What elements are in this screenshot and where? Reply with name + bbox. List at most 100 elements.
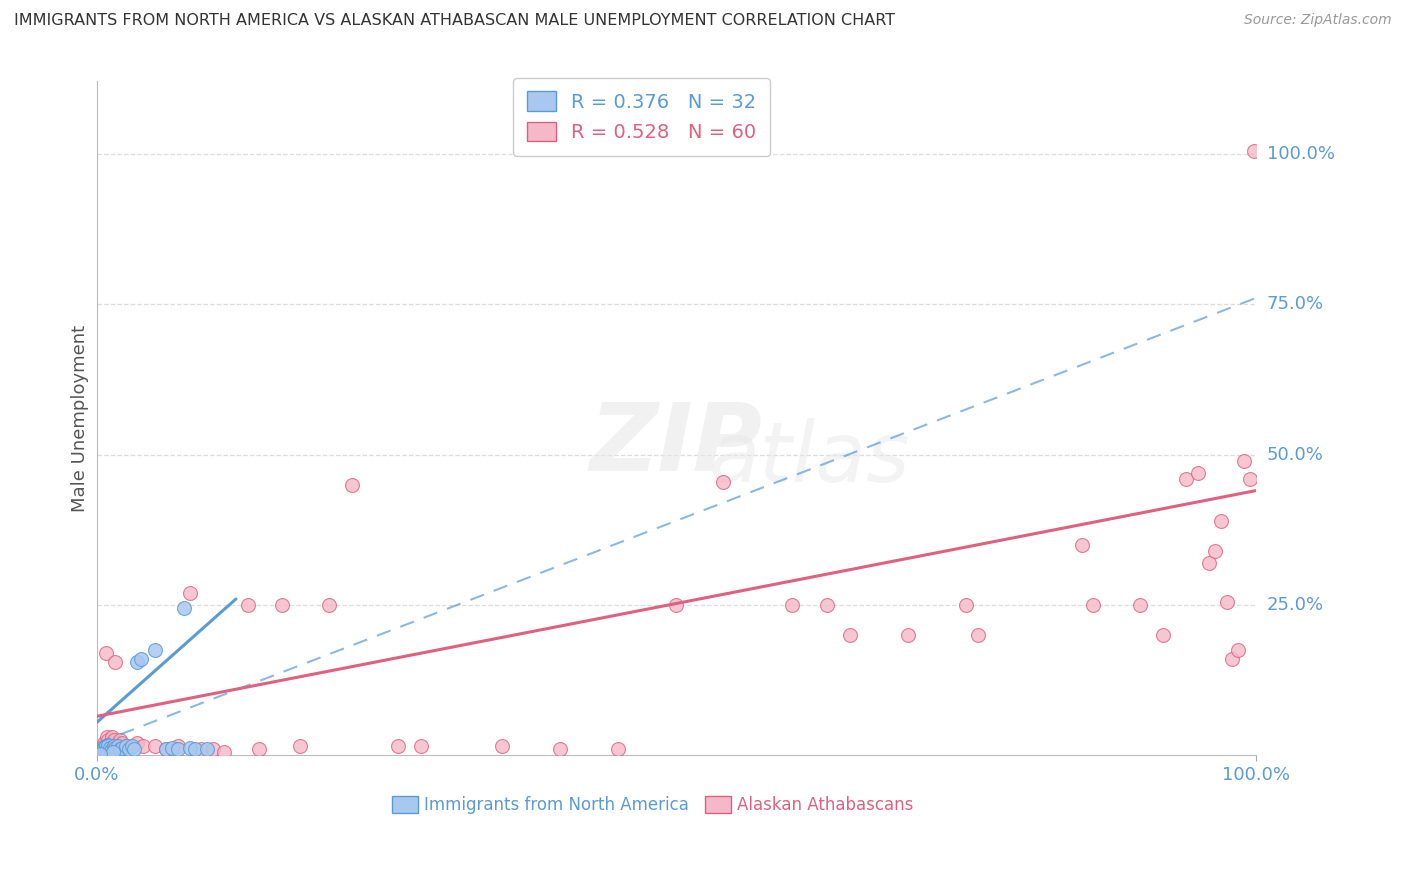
Point — [1215, 595, 1237, 609]
Text: IMMIGRANTS FROM NORTH AMERICA VS ALASKAN ATHABASCAN MALE UNEMPLOYMENT CORRELATIO: IMMIGRANTS FROM NORTH AMERICA VS ALASKAN… — [14, 13, 896, 29]
Point — [107, 739, 129, 754]
Text: 25.0%: 25.0% — [1267, 596, 1324, 614]
Point — [214, 746, 236, 760]
Point — [98, 741, 121, 756]
Point — [1227, 643, 1250, 657]
Point — [101, 746, 124, 760]
Point — [1209, 514, 1232, 528]
Point — [89, 742, 111, 756]
Point — [288, 739, 311, 754]
Point — [160, 741, 183, 756]
Point — [94, 741, 117, 756]
Point — [129, 652, 152, 666]
Point — [107, 736, 129, 750]
Point — [91, 739, 114, 754]
Point — [607, 742, 630, 756]
Point — [115, 739, 138, 754]
Point — [90, 743, 112, 757]
Point — [387, 739, 409, 754]
Point — [121, 739, 143, 754]
Point — [104, 741, 127, 756]
Point — [340, 477, 363, 491]
Point — [89, 746, 111, 760]
Point — [96, 739, 118, 754]
Point — [190, 742, 212, 756]
Point — [1198, 556, 1220, 570]
Point — [665, 598, 688, 612]
Point — [118, 742, 141, 756]
Legend: R = 0.376   N = 32, R = 0.528   N = 60: R = 0.376 N = 32, R = 0.528 N = 60 — [513, 78, 770, 156]
Point — [955, 598, 977, 612]
Point — [1083, 598, 1105, 612]
Point — [132, 739, 155, 754]
Point — [1239, 472, 1261, 486]
Point — [111, 741, 134, 756]
Point — [111, 736, 134, 750]
Point — [966, 628, 988, 642]
Text: atlas: atlas — [709, 418, 910, 500]
Text: Source: ZipAtlas.com: Source: ZipAtlas.com — [1244, 13, 1392, 28]
Point — [173, 601, 195, 615]
Point — [236, 598, 259, 612]
Point — [491, 739, 513, 754]
Point — [179, 741, 201, 756]
Point — [96, 731, 118, 745]
Point — [127, 655, 149, 669]
Point — [101, 742, 124, 756]
Point — [550, 742, 572, 756]
Point — [101, 731, 124, 745]
Text: Immigrants from North America: Immigrants from North America — [423, 796, 689, 814]
Point — [247, 742, 270, 756]
Point — [1243, 144, 1265, 158]
Point — [1233, 453, 1256, 467]
Point — [100, 743, 122, 757]
Point — [155, 742, 177, 756]
Bar — [392, 796, 418, 813]
Point — [179, 586, 201, 600]
Point — [271, 598, 294, 612]
Point — [103, 733, 125, 747]
Point — [318, 598, 340, 612]
Point — [143, 643, 166, 657]
Point — [91, 742, 114, 756]
Point — [1070, 538, 1092, 552]
Y-axis label: Male Unemployment: Male Unemployment — [72, 325, 89, 512]
Point — [1175, 472, 1198, 486]
Point — [155, 742, 177, 756]
Point — [108, 742, 131, 756]
Point — [96, 646, 118, 660]
Bar — [706, 796, 731, 813]
Point — [1129, 598, 1152, 612]
Point — [96, 742, 118, 756]
Point — [97, 738, 120, 752]
Point — [711, 475, 734, 489]
Point — [98, 736, 121, 750]
Point — [104, 655, 127, 669]
Point — [103, 739, 125, 754]
Point — [122, 742, 145, 756]
Text: 75.0%: 75.0% — [1267, 295, 1324, 313]
Point — [1187, 466, 1209, 480]
Point — [897, 628, 920, 642]
Point — [1222, 652, 1244, 666]
Point — [780, 598, 803, 612]
Point — [411, 739, 433, 754]
Point — [815, 598, 838, 612]
Point — [121, 739, 143, 754]
Point — [167, 739, 190, 754]
Point — [127, 736, 149, 750]
Point — [143, 739, 166, 754]
Point — [89, 747, 111, 762]
Point — [100, 739, 122, 754]
Point — [1152, 628, 1174, 642]
Text: 100.0%: 100.0% — [1267, 145, 1334, 162]
Text: 50.0%: 50.0% — [1267, 445, 1323, 464]
Point — [184, 742, 207, 756]
Point — [94, 743, 117, 757]
Point — [97, 733, 120, 747]
Point — [839, 628, 862, 642]
Point — [93, 741, 115, 756]
Point — [167, 742, 190, 756]
Point — [115, 739, 138, 754]
Text: Alaskan Athabascans: Alaskan Athabascans — [737, 796, 912, 814]
